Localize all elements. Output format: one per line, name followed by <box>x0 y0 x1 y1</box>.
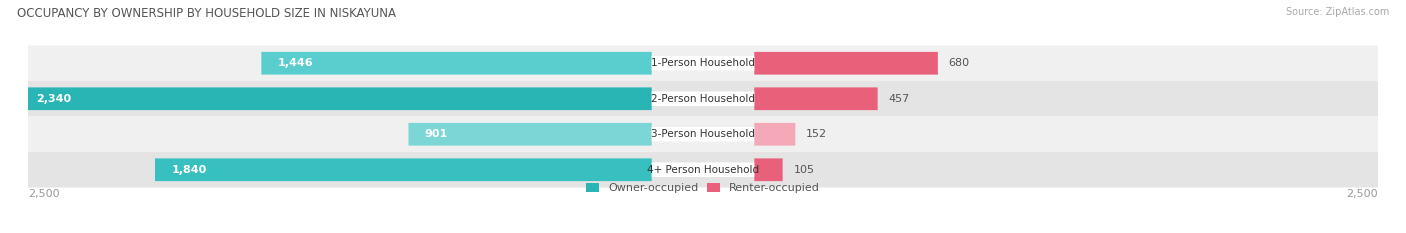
Text: 1-Person Household: 1-Person Household <box>651 58 755 68</box>
Text: 4+ Person Household: 4+ Person Household <box>647 165 759 175</box>
FancyBboxPatch shape <box>25 45 1381 81</box>
Text: 3-Person Household: 3-Person Household <box>651 129 755 139</box>
Legend: Owner-occupied, Renter-occupied: Owner-occupied, Renter-occupied <box>586 182 820 193</box>
FancyBboxPatch shape <box>652 162 754 177</box>
FancyBboxPatch shape <box>409 123 652 146</box>
Text: 2,500: 2,500 <box>1347 189 1378 199</box>
Text: 152: 152 <box>806 129 827 139</box>
FancyBboxPatch shape <box>652 127 754 141</box>
FancyBboxPatch shape <box>754 158 783 181</box>
Text: 1,840: 1,840 <box>172 165 207 175</box>
FancyBboxPatch shape <box>652 56 754 71</box>
FancyBboxPatch shape <box>262 52 652 75</box>
FancyBboxPatch shape <box>20 87 652 110</box>
FancyBboxPatch shape <box>754 123 796 146</box>
Text: 901: 901 <box>425 129 449 139</box>
Text: 457: 457 <box>889 94 910 104</box>
Text: Source: ZipAtlas.com: Source: ZipAtlas.com <box>1285 7 1389 17</box>
Text: 2-Person Household: 2-Person Household <box>651 94 755 104</box>
FancyBboxPatch shape <box>25 81 1381 116</box>
FancyBboxPatch shape <box>652 92 754 106</box>
Text: OCCUPANCY BY OWNERSHIP BY HOUSEHOLD SIZE IN NISKAYUNA: OCCUPANCY BY OWNERSHIP BY HOUSEHOLD SIZE… <box>17 7 396 20</box>
Text: 2,340: 2,340 <box>37 94 72 104</box>
FancyBboxPatch shape <box>754 52 938 75</box>
Text: 1,446: 1,446 <box>277 58 314 68</box>
Text: 105: 105 <box>793 165 814 175</box>
Text: 2,500: 2,500 <box>28 189 59 199</box>
FancyBboxPatch shape <box>754 87 877 110</box>
FancyBboxPatch shape <box>25 116 1381 152</box>
FancyBboxPatch shape <box>25 152 1381 188</box>
FancyBboxPatch shape <box>155 158 652 181</box>
Text: 680: 680 <box>949 58 970 68</box>
